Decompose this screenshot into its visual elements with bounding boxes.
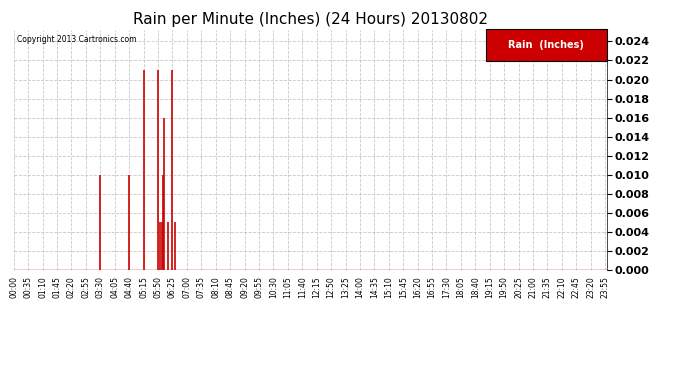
Text: Copyright 2013 Cartronics.com: Copyright 2013 Cartronics.com bbox=[17, 35, 136, 44]
Text: Rain  (Inches): Rain (Inches) bbox=[508, 40, 584, 50]
FancyBboxPatch shape bbox=[486, 29, 607, 61]
Title: Rain per Minute (Inches) (24 Hours) 20130802: Rain per Minute (Inches) (24 Hours) 2013… bbox=[133, 12, 488, 27]
